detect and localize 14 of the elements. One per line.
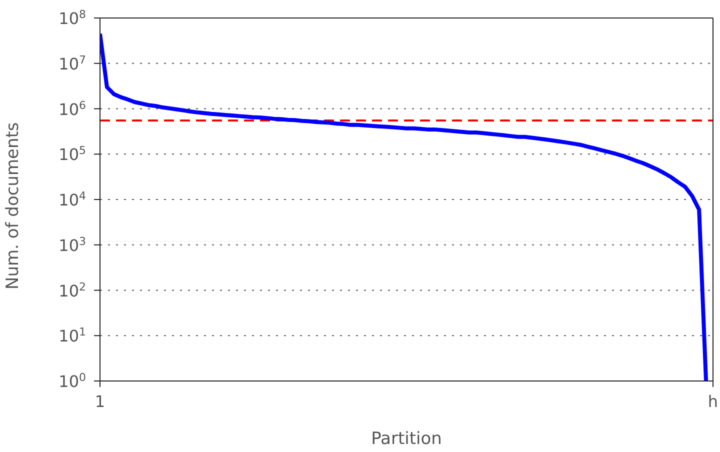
y-tick-label: 10$^{5}$ [58, 144, 86, 164]
y-tick-label: 10$^{6}$ [58, 98, 86, 119]
y-tick-label: 10$^{4}$ [58, 189, 86, 210]
x-axis-title: Partition [371, 429, 442, 449]
y-tick-label: 10$^{1}$ [58, 325, 86, 346]
y-axis-title: Num. of documents [3, 122, 24, 290]
y-tick-label: 10$^{7}$ [58, 52, 86, 74]
y-tick-label: 10$^{3}$ [58, 234, 86, 255]
y-tick-label: 10$^{8}$ [58, 8, 86, 28]
x-tick-label: h [708, 392, 718, 411]
y-tick-label: 10$^{2}$ [58, 280, 86, 300]
y-tick-label: 10$^{0}$ [58, 370, 86, 391]
line-series [100, 32, 708, 381]
x-tick-label: 1 [94, 392, 106, 411]
